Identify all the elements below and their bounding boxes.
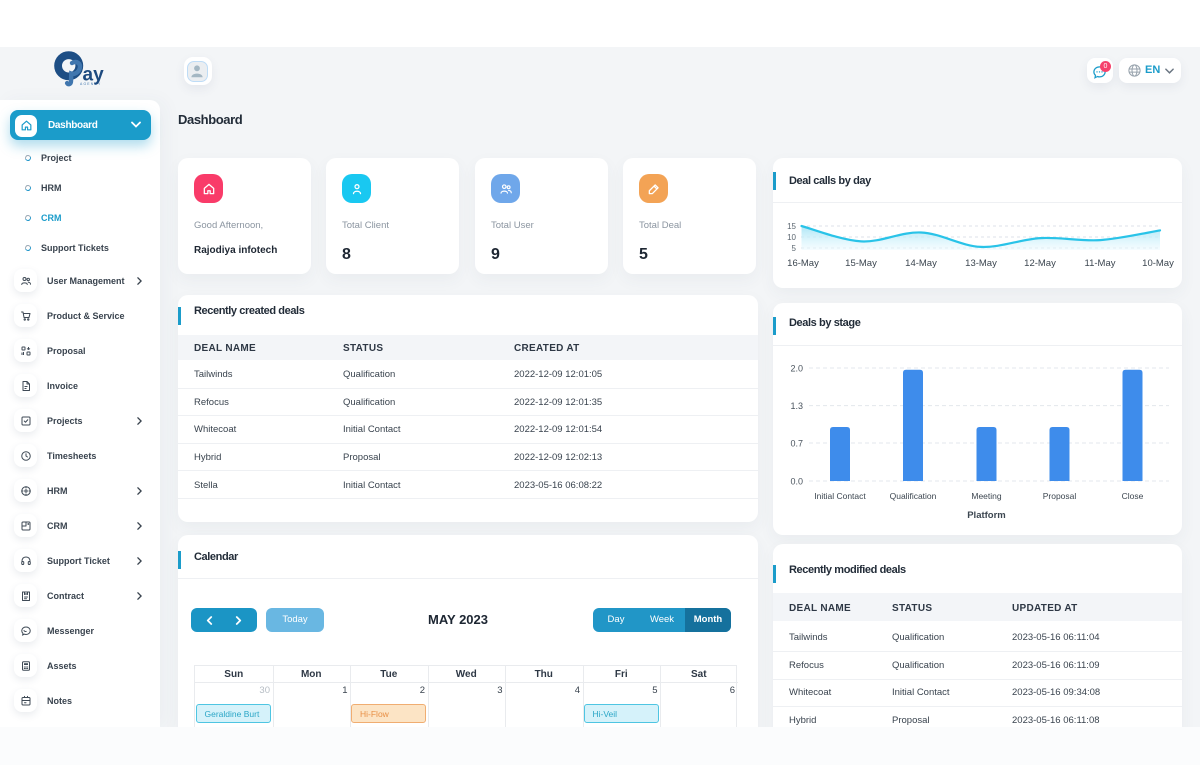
svg-text:10-May: 10-May	[1142, 258, 1174, 269]
svg-text:1.3: 1.3	[790, 401, 803, 411]
svg-text:0.0: 0.0	[790, 477, 803, 487]
svg-text:Qualification: Qualification	[890, 491, 937, 501]
svg-text:14-May: 14-May	[905, 258, 937, 269]
svg-text:10: 10	[787, 233, 796, 242]
svg-text:Proposal: Proposal	[1043, 491, 1077, 501]
svg-text:16-May: 16-May	[787, 258, 819, 269]
svg-text:Initial Contact: Initial Contact	[814, 491, 866, 501]
svg-text:Platform: Platform	[967, 510, 1006, 521]
svg-text:5: 5	[792, 244, 797, 253]
svg-text:2.0: 2.0	[790, 364, 803, 374]
svg-text:0.7: 0.7	[790, 439, 803, 449]
svg-text:Close: Close	[1122, 491, 1144, 501]
svg-text:AGENCY: AGENCY	[80, 82, 102, 86]
svg-text:15-May: 15-May	[845, 258, 877, 269]
svg-text:Meeting: Meeting	[971, 491, 1002, 501]
svg-text:12-May: 12-May	[1024, 258, 1056, 269]
svg-text:ay: ay	[83, 65, 105, 86]
svg-text:13-May: 13-May	[965, 258, 997, 269]
svg-text:11-May: 11-May	[1085, 258, 1116, 269]
svg-text:15: 15	[787, 222, 796, 231]
